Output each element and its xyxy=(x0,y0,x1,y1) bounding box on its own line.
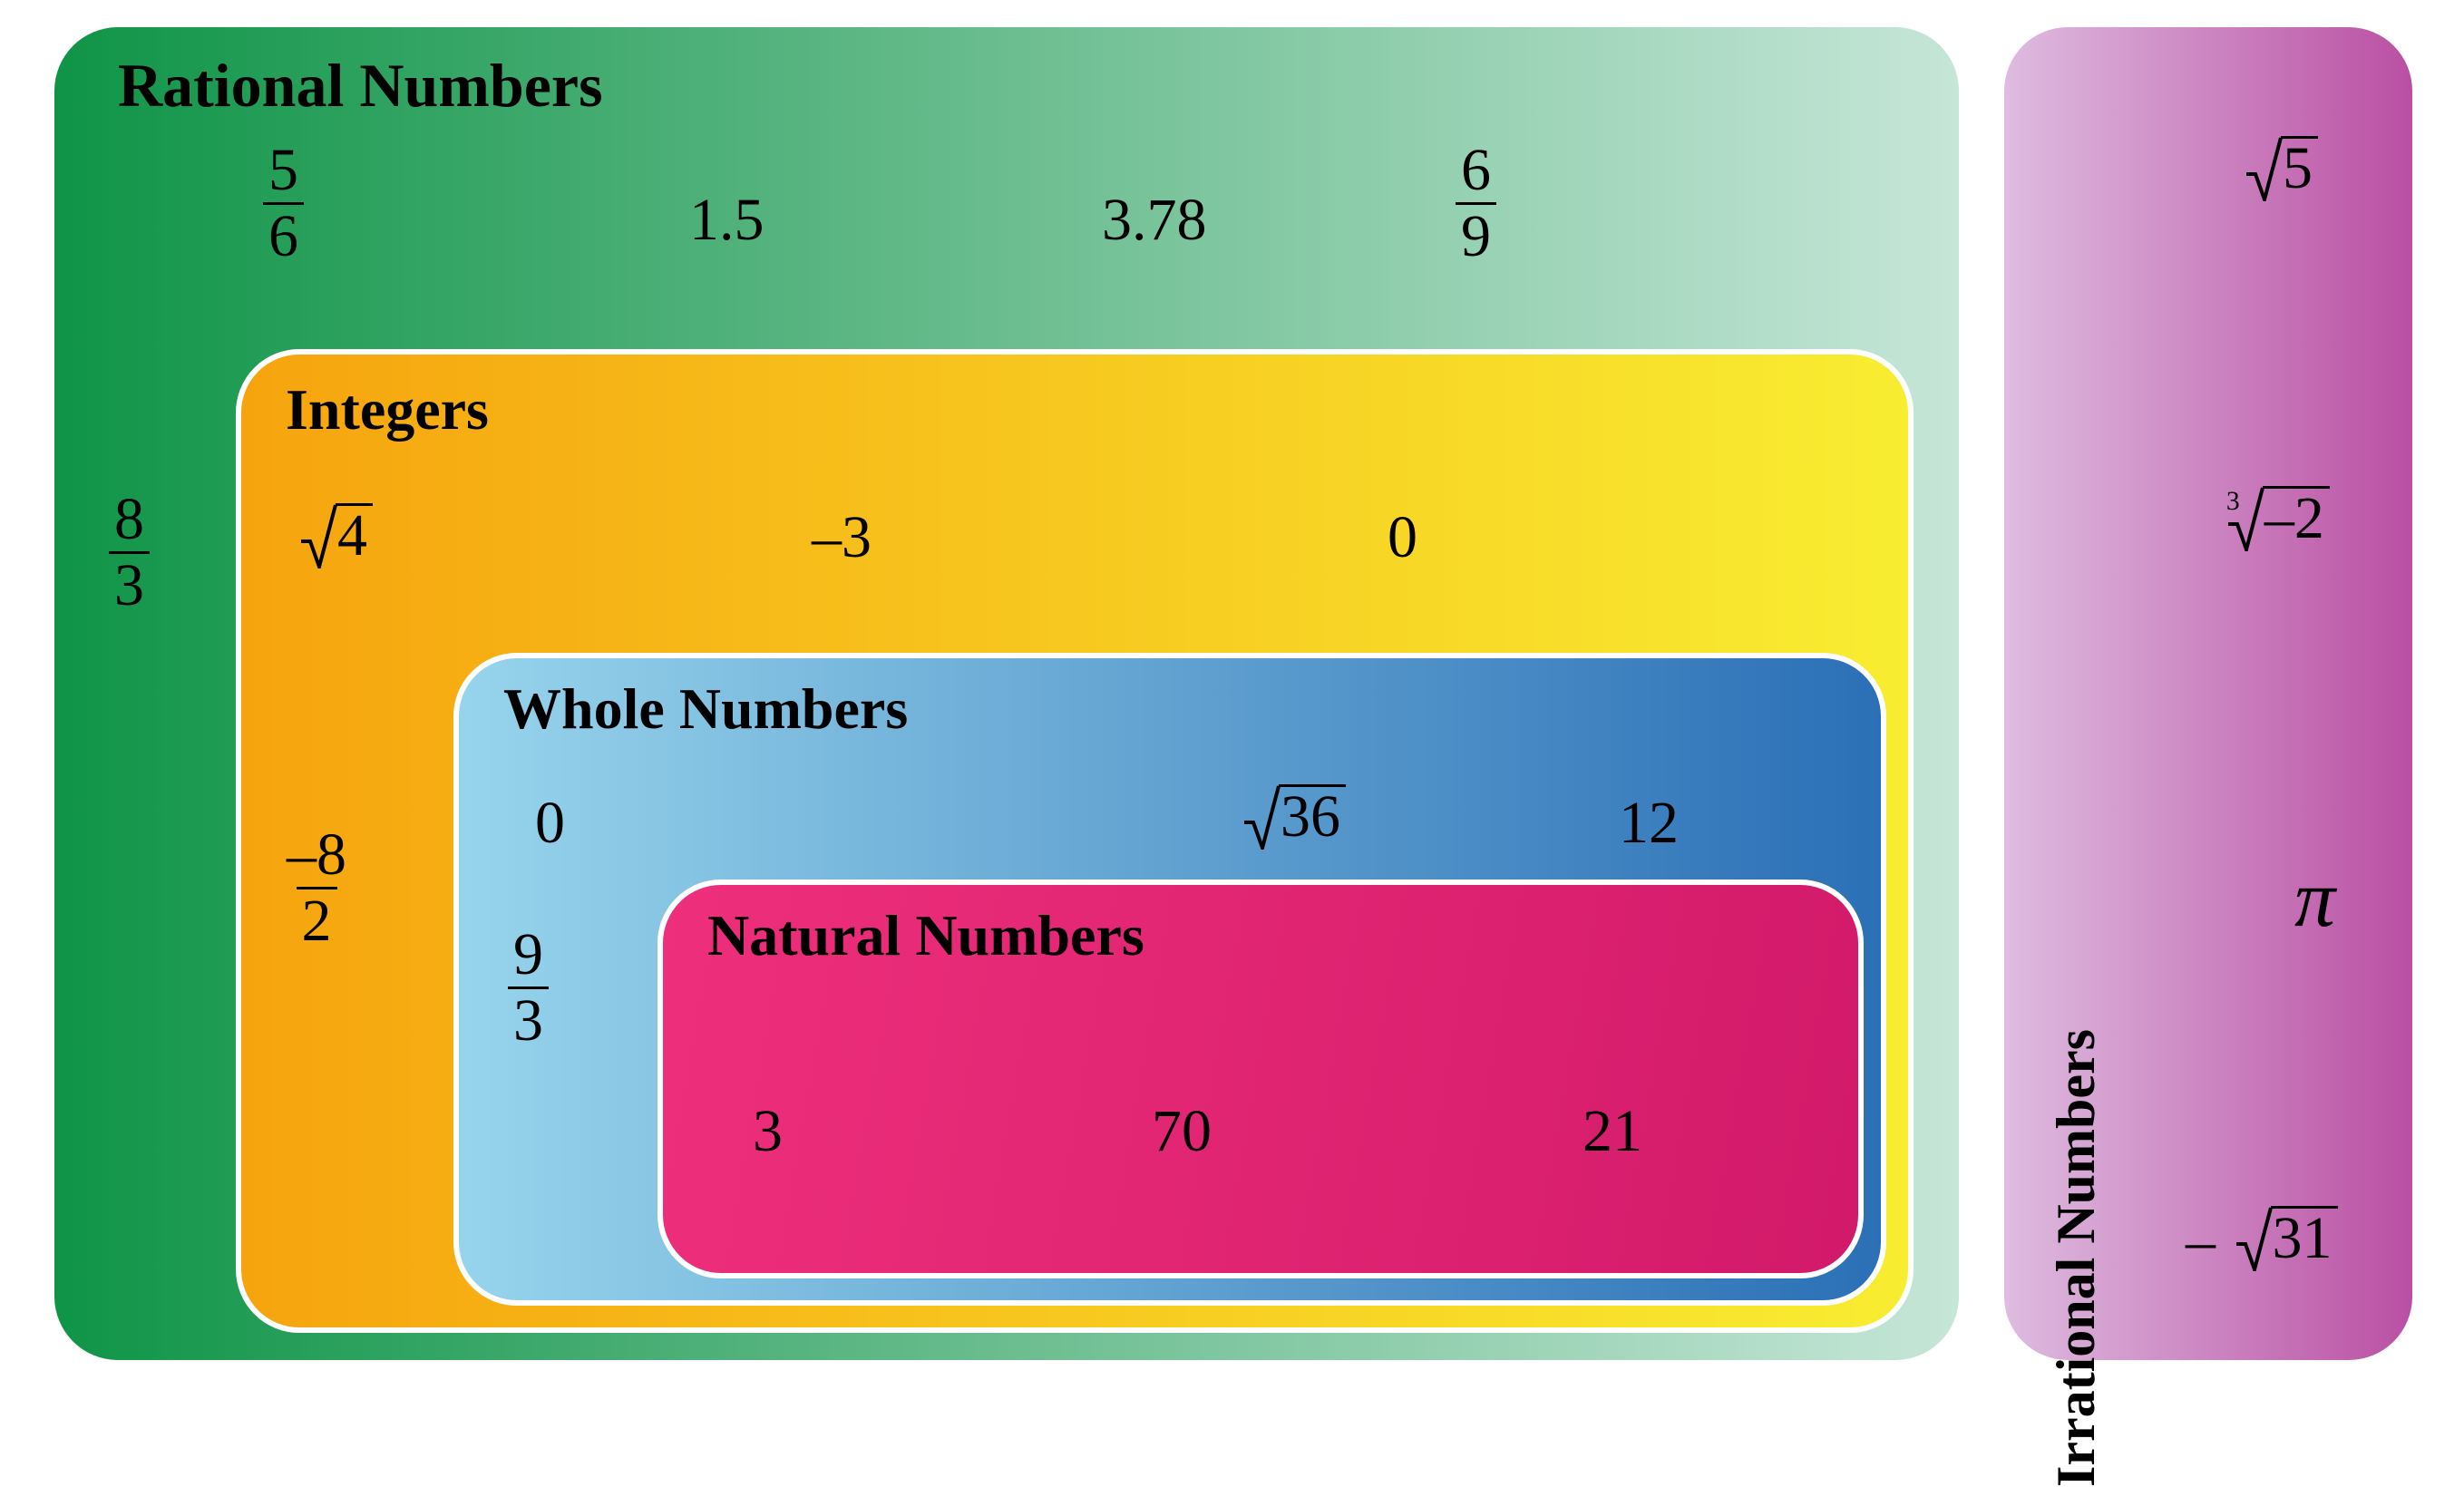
den: 6 xyxy=(263,202,304,267)
value-sqrt-36: 36 xyxy=(1242,784,1346,865)
num: 6 xyxy=(1456,141,1496,202)
value-six-ninths: 6 9 xyxy=(1456,141,1496,267)
value-one-point-five: 1.5 xyxy=(689,186,765,255)
radicand: 31 xyxy=(2271,1206,2338,1268)
num: 9 xyxy=(508,925,549,986)
value-three: 3 xyxy=(753,1097,783,1166)
den: 2 xyxy=(297,887,337,951)
value-nine-thirds: 9 3 xyxy=(508,925,549,1051)
num: 8 xyxy=(109,490,150,551)
prefix: – xyxy=(2186,1208,2219,1274)
radicand: 36 xyxy=(1279,784,1346,847)
value-integer-zero: 0 xyxy=(1388,503,1417,572)
value-negative-eight-over-two: –8 2 xyxy=(281,825,352,951)
number-sets-diagram: Rational Numbers 5 6 1.5 3.78 6 9 8 3 In… xyxy=(0,0,2464,1386)
value-eight-thirds: 8 3 xyxy=(109,490,150,616)
natural-title: Natural Numbers xyxy=(707,902,1144,969)
den: 3 xyxy=(109,551,150,616)
den: 3 xyxy=(508,986,549,1051)
value-whole-zero: 0 xyxy=(535,789,565,858)
radicand: –2 xyxy=(2263,486,2330,549)
num: –8 xyxy=(281,825,352,887)
irrational-title: Irrational Numbers xyxy=(2045,1029,2108,1487)
num: 5 xyxy=(263,141,304,202)
value-twenty-one: 21 xyxy=(1583,1097,1642,1166)
rational-title: Rational Numbers xyxy=(118,50,603,121)
root-index: 3 xyxy=(2226,489,2240,516)
value-pi: π xyxy=(2294,852,2335,946)
value-three-point-seven-eight: 3.78 xyxy=(1102,186,1207,255)
radicand: 5 xyxy=(2281,136,2318,199)
den: 9 xyxy=(1456,202,1496,267)
whole-title: Whole Numbers xyxy=(503,675,908,743)
value-seventy: 70 xyxy=(1152,1097,1212,1166)
value-negative-three: –3 xyxy=(812,503,872,572)
value-negative-sqrt-31: – 31 xyxy=(2186,1206,2338,1287)
value-twelve: 12 xyxy=(1619,789,1679,858)
value-cuberoot-negative-two: 3 –2 xyxy=(2213,453,2330,551)
value-sqrt-5: 5 xyxy=(2245,136,2318,217)
value-five-sixths: 5 6 xyxy=(263,141,304,267)
value-sqrt-4: 4 xyxy=(299,503,373,584)
radicand: 4 xyxy=(336,503,373,566)
integers-title: Integers xyxy=(286,376,489,443)
